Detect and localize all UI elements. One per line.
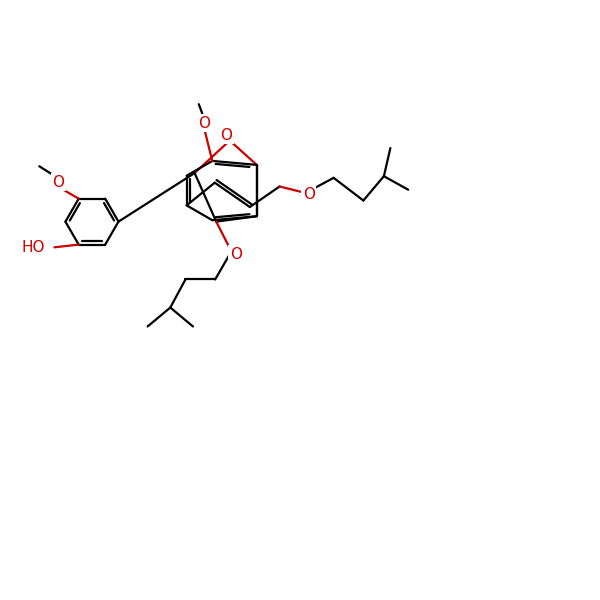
Text: O: O bbox=[198, 116, 210, 131]
Text: HO: HO bbox=[21, 240, 44, 255]
Text: O: O bbox=[230, 247, 242, 262]
Text: O: O bbox=[52, 175, 64, 190]
Text: O: O bbox=[221, 128, 233, 143]
Text: O: O bbox=[303, 187, 315, 202]
